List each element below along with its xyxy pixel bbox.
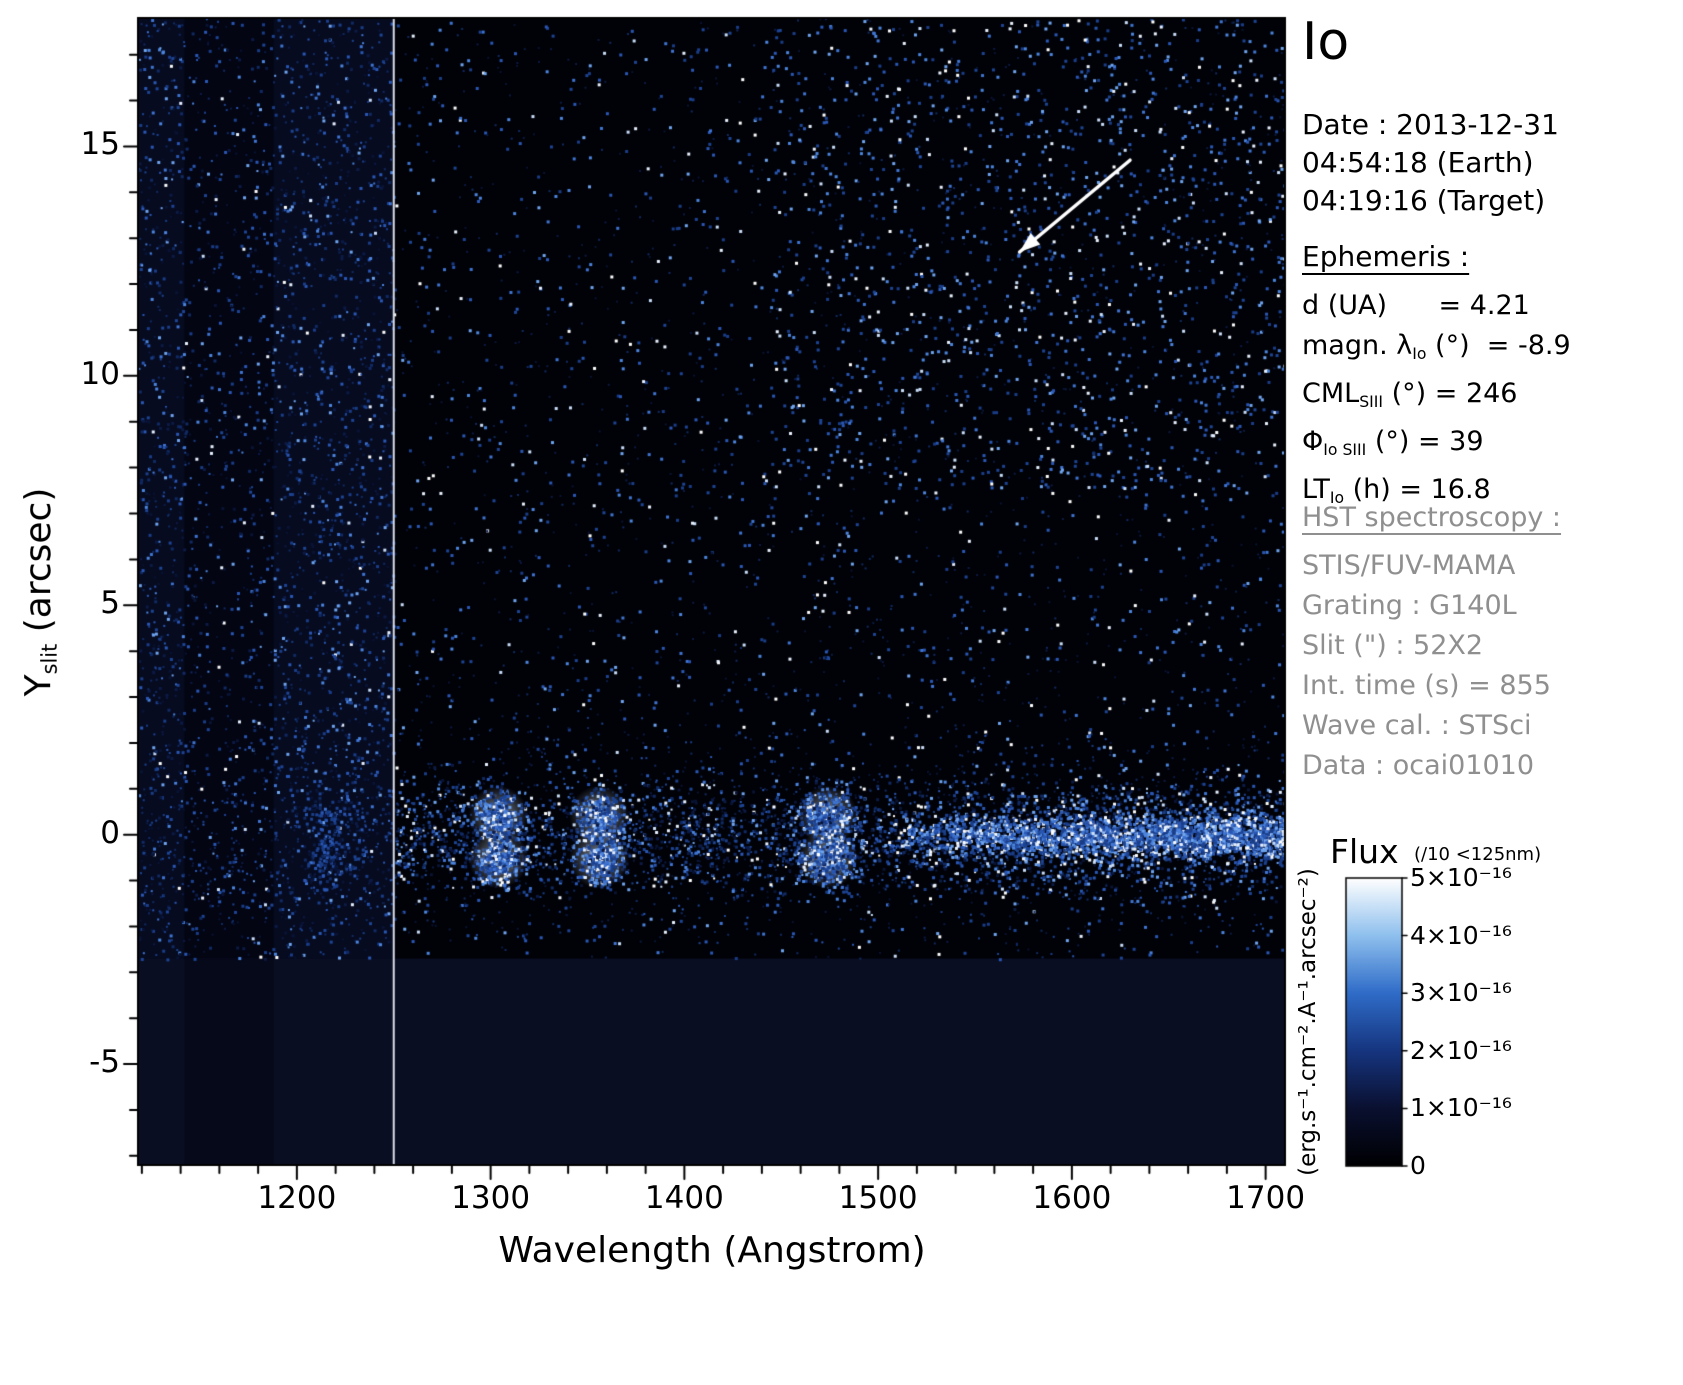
observation-datetime: Date : 2013-12-31 04:54:18 (Earth) 04:19…: [1302, 106, 1559, 220]
ephemeris-text: Φ: [1302, 426, 1324, 457]
plot-title: Io: [1302, 12, 1350, 72]
ephemeris-text: (h) = 16.8: [1344, 474, 1491, 505]
colorbar-scale-note: (/10 <125nm): [1414, 844, 1542, 865]
hst-info-line: STIS/FUV-MAMA: [1302, 550, 1516, 581]
hst-info-line: Wave cal. : STSci: [1302, 710, 1532, 741]
hst-info-list: STIS/FUV-MAMA Grating : G140L Slit (") : 5…: [1302, 546, 1551, 786]
date-line: Date : 2013-12-31: [1302, 108, 1559, 141]
hst-info-line: Int. time (s) = 855: [1302, 670, 1551, 701]
ephemeris-row: magn. λIo (°) = -8.9: [1302, 326, 1571, 374]
ephemeris-text: d (UA) = 4.21: [1302, 290, 1530, 321]
hst-info-line: Data : ocai01010: [1302, 750, 1535, 781]
ephemeris-row: d (UA) = 4.21: [1302, 286, 1571, 326]
y-axis-label-main: Y: [18, 674, 60, 697]
earth-time-line: 04:54:18 (Earth): [1302, 146, 1534, 179]
ephemeris-subscript: Io: [1412, 344, 1427, 363]
ephemeris-text: LT: [1302, 474, 1330, 505]
y-axis-label: Yslit (arcsec): [18, 488, 62, 697]
x-axis-label: Wavelength (Angstrom): [498, 1230, 926, 1271]
ephemeris-header: Ephemeris :: [1302, 240, 1470, 273]
ephemeris-text: CML: [1302, 378, 1360, 409]
colorbar-unit-label: (erg.s⁻¹.cm⁻².A⁻¹.arcsec⁻²): [1295, 868, 1321, 1176]
hst-info-line: Grating : G140L: [1302, 590, 1517, 621]
ephemeris-subscript: SIII: [1359, 392, 1383, 411]
ephemeris-row: LTIo (h) = 16.8: [1302, 470, 1571, 518]
ephemeris-list: d (UA) = 4.21 magn. λIo (°) = -8.9 CMLSIII…: [1302, 286, 1571, 518]
ephemeris-text: (°) = 39: [1366, 426, 1484, 457]
y-axis-label-subscript: slit: [37, 643, 62, 675]
ephemeris-subscript: Io: [1329, 488, 1345, 507]
hst-info-line: Slit (") : 52X2: [1302, 630, 1484, 661]
y-axis-label-unit: (arcsec): [18, 487, 60, 644]
ephemeris-subscript: Io SIII: [1323, 440, 1367, 459]
colorbar-title: Flux: [1330, 832, 1399, 871]
target-time-line: 04:19:16 (Target): [1302, 184, 1546, 217]
ephemeris-text: (°) = 246: [1383, 378, 1518, 409]
ephemeris-row: CMLSIII (°) = 246: [1302, 374, 1571, 422]
ephemeris-row: ΦIo SIII (°) = 39: [1302, 422, 1571, 470]
ephemeris-text: (°) = -8.9: [1426, 330, 1571, 361]
hst-header: HST spectroscopy :: [1302, 502, 1562, 533]
ephemeris-text: magn. λ: [1302, 330, 1413, 361]
